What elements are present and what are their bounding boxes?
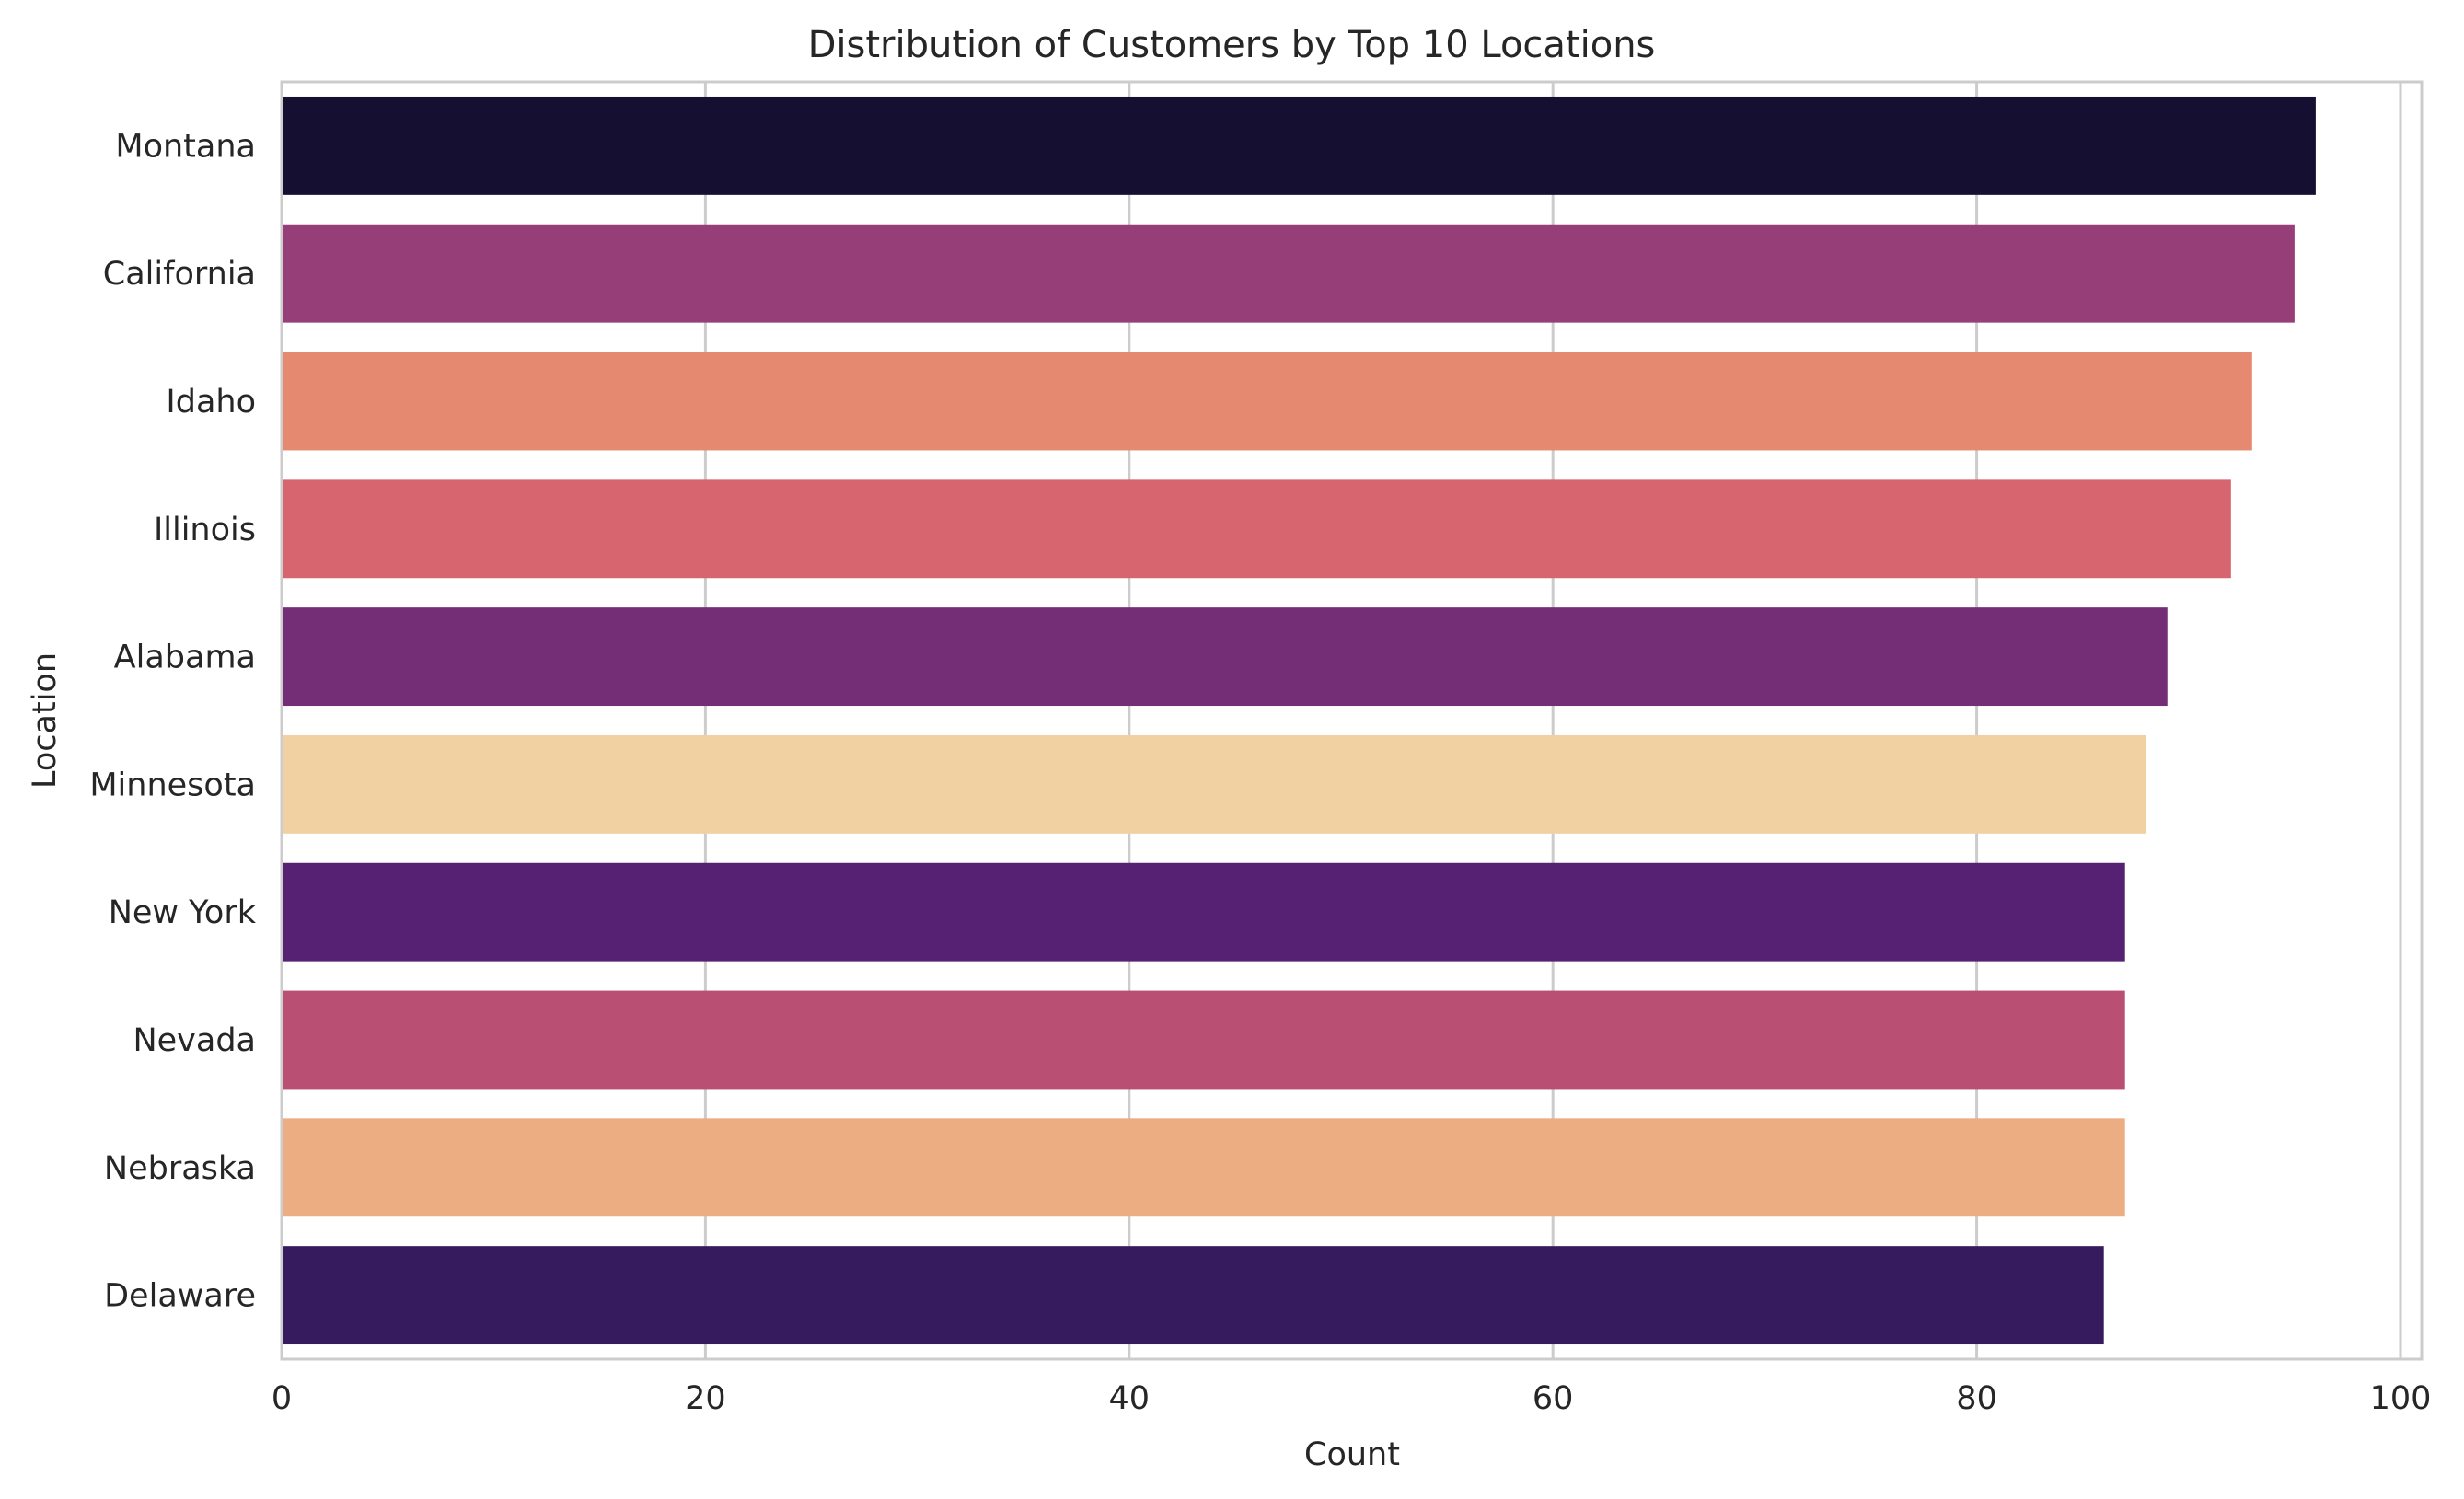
bar (282, 607, 2168, 707)
x-tick-label: 60 (1533, 1380, 1574, 1417)
chart-title: Distribution of Customers by Top 10 Loca… (808, 24, 1656, 66)
y-tick-label: Idaho (166, 384, 256, 421)
y-tick-label: Illinois (154, 512, 256, 548)
bar (282, 990, 2125, 1090)
y-tick-label: Montana (115, 128, 256, 165)
x-tick-label: 100 (2370, 1380, 2432, 1417)
bar (282, 1246, 2104, 1345)
bar (282, 479, 2231, 579)
x-tick-label: 80 (1956, 1380, 1997, 1417)
y-tick-label: Alabama (114, 640, 256, 676)
bars (282, 96, 2316, 1345)
x-tick-label: 40 (1109, 1380, 1151, 1417)
y-tick-label: New York (109, 894, 257, 931)
x-tick-label: 20 (685, 1380, 726, 1417)
bar (282, 352, 2252, 451)
bar (282, 734, 2146, 834)
y-tick-label: Minnesota (89, 767, 256, 803)
plot-frame (280, 80, 2424, 1361)
x-tick-label: 0 (272, 1380, 292, 1417)
y-axis-label: Location (27, 652, 64, 789)
x-tick-labels: 0 20 40 60 80 100 (272, 1380, 2432, 1417)
x-axis-label: Count (1304, 1436, 1400, 1473)
bar (282, 862, 2125, 962)
bar (282, 96, 2316, 195)
bar (282, 224, 2295, 323)
y-tick-label: Delaware (104, 1278, 256, 1315)
y-tick-label: California (103, 256, 256, 293)
y-tick-label: Nevada (133, 1022, 256, 1059)
y-tick-label: Nebraska (104, 1150, 256, 1187)
bar (282, 1118, 2125, 1217)
y-tick-labels: Montana California Idaho Illinois Alabama Min… (89, 128, 256, 1314)
